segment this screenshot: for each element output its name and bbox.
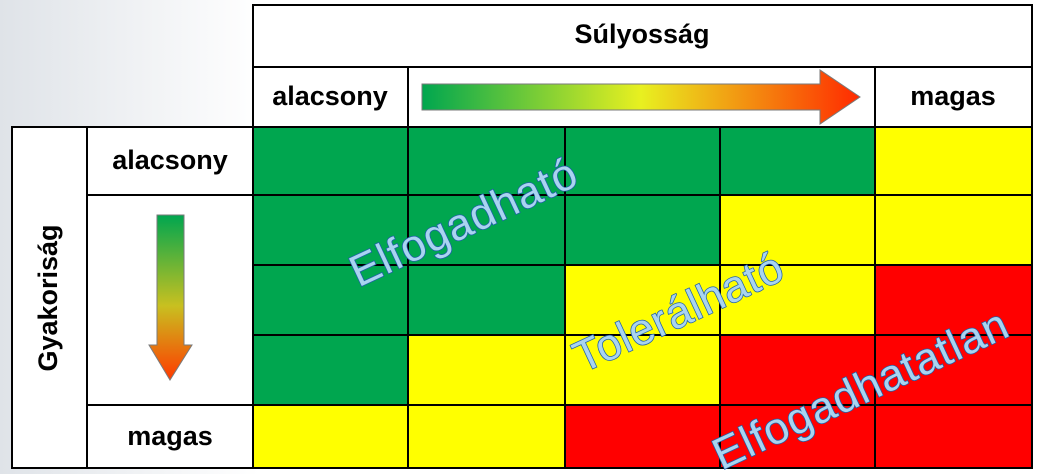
matrix-cell xyxy=(564,194,721,266)
header-cell xyxy=(252,4,1033,68)
matrix-cell xyxy=(407,194,566,266)
matrix-cell xyxy=(874,264,1033,336)
matrix-cell xyxy=(564,334,721,406)
matrix-cell xyxy=(564,404,721,469)
side-cell xyxy=(86,404,254,469)
severity-high: magas xyxy=(910,81,996,111)
matrix-cell xyxy=(407,264,566,336)
frequency-title: Gyakoriság xyxy=(33,224,63,371)
matrix-cell xyxy=(719,404,876,469)
matrix-cell xyxy=(564,126,721,196)
matrix-cell xyxy=(874,404,1033,469)
matrix-cell xyxy=(874,194,1033,266)
side-cell xyxy=(11,126,88,469)
severity-title: Súlyosság xyxy=(574,19,709,49)
cell-grid xyxy=(252,126,1033,469)
matrix-cell xyxy=(252,334,409,406)
matrix-cell xyxy=(719,334,876,406)
matrix-cell xyxy=(874,126,1033,196)
header-cell xyxy=(874,66,1033,128)
severity-low: alacsony xyxy=(272,81,388,111)
frequency-low: alacsony xyxy=(112,145,228,175)
matrix-cell xyxy=(252,404,409,469)
severity-arrow xyxy=(421,69,861,125)
matrix-cell xyxy=(252,194,409,266)
frequency-arrow xyxy=(148,214,193,381)
frequency-high: magas xyxy=(127,421,213,451)
matrix-cell xyxy=(407,404,566,469)
header-cell xyxy=(252,66,409,128)
side-cell xyxy=(86,126,254,196)
matrix-cell xyxy=(252,126,409,196)
matrix-cell xyxy=(719,126,876,196)
matrix-cell xyxy=(407,126,566,196)
matrix-cell xyxy=(407,334,566,406)
